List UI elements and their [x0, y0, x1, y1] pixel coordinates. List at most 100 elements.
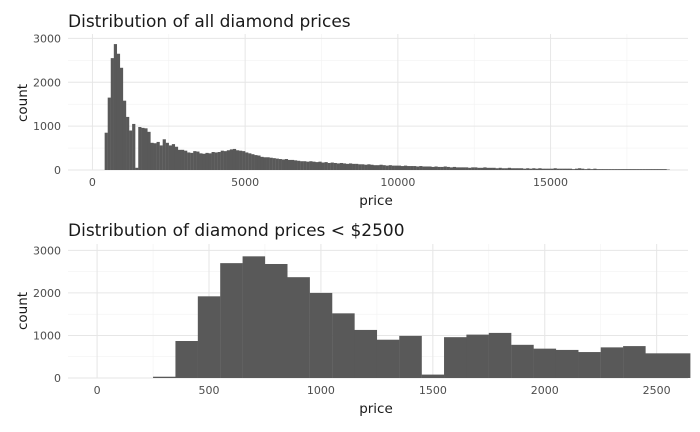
histogram-bar	[229, 149, 234, 170]
histogram-bar	[407, 166, 411, 170]
histogram-bar	[639, 169, 643, 170]
histogram-bar	[541, 168, 545, 170]
histogram-bar	[532, 168, 536, 170]
histogram-bar	[648, 169, 652, 170]
histogram-bar	[636, 169, 640, 170]
histogram-bar	[269, 157, 273, 170]
histogram-bar	[431, 166, 435, 170]
histogram-bar	[498, 167, 502, 170]
panel-prices-under-2500: Distribution of diamond prices < $2500 0…	[15, 221, 691, 417]
x-tick-label: 5000	[231, 176, 259, 189]
histogram-bar	[159, 145, 163, 170]
histogram-bar	[162, 139, 166, 170]
histogram-bar	[107, 97, 111, 170]
histogram-bar	[468, 167, 472, 170]
histogram-bar	[129, 130, 133, 170]
histogram-bar	[511, 344, 534, 378]
histogram-bar	[138, 127, 142, 170]
histogram-bar	[226, 150, 231, 170]
histogram-bar	[421, 374, 445, 378]
histogram-bar	[110, 58, 114, 171]
histogram-bar	[251, 154, 255, 170]
histogram-bar	[492, 167, 496, 170]
histogram-bar	[290, 159, 295, 170]
histogram-bar	[574, 168, 579, 170]
histogram-bar	[272, 158, 276, 170]
histogram-bar	[242, 151, 246, 170]
histogram-bar	[294, 160, 298, 170]
histogram-bar	[526, 168, 530, 170]
histogram-bar	[345, 163, 350, 170]
histogram-bar	[348, 163, 353, 170]
y-tick-labels: 0 1000 2000 3000	[33, 244, 61, 385]
x-tick-label: 15000	[533, 176, 568, 189]
histogram-bar	[578, 168, 582, 170]
histogram-bar	[211, 152, 215, 170]
histogram-bar	[113, 44, 118, 170]
histogram-bar	[474, 167, 478, 170]
histogram-bar	[458, 167, 463, 170]
histogram-bar	[126, 116, 130, 170]
histogram-bar	[596, 169, 600, 170]
histogram-bar	[556, 168, 560, 170]
histogram-bar	[486, 167, 490, 170]
histogram-bar	[516, 168, 521, 170]
histogram-bar	[245, 152, 249, 170]
histogram-bar	[602, 169, 606, 170]
histogram-bar	[355, 163, 359, 170]
histogram-bar	[434, 166, 438, 170]
y-tick-label: 1000	[33, 329, 61, 342]
histogram-bar	[495, 168, 499, 170]
histogram-bar	[419, 166, 423, 170]
histogram-bar	[333, 162, 337, 170]
histogram-bar	[538, 168, 542, 170]
y-tick-labels: 0 1000 2000 3000	[33, 32, 61, 177]
x-tick-label: 1000	[307, 384, 335, 397]
x-tick-labels: 0 500 1000 1500 2000 2500	[94, 384, 671, 397]
histogram-bar	[324, 162, 328, 170]
histogram-bar	[440, 166, 444, 170]
histogram-bar	[264, 263, 288, 378]
histogram-bar	[199, 153, 203, 170]
histogram-bar	[156, 141, 160, 170]
histogram-bar	[327, 162, 331, 170]
histogram-bar	[529, 168, 533, 170]
histogram-bar	[184, 150, 188, 170]
histogram-bar	[489, 167, 493, 170]
histogram-bars	[104, 44, 670, 171]
histogram-bar	[144, 128, 148, 170]
histogram-bar	[332, 313, 355, 378]
y-tick-label: 3000	[33, 32, 61, 45]
histogram-bar	[620, 169, 625, 170]
histogram-bar	[388, 165, 392, 170]
chart-title: Distribution of diamond prices < $2500	[68, 221, 405, 241]
histogram-bar	[354, 329, 378, 378]
histogram-bar	[504, 168, 508, 170]
histogram-bar	[373, 165, 377, 170]
histogram-bar	[202, 153, 206, 170]
histogram-bar	[623, 169, 628, 170]
histogram-bar	[309, 161, 313, 170]
histogram-bar	[553, 168, 557, 170]
histogram-bar	[297, 160, 301, 170]
x-axis-label: price	[359, 401, 393, 417]
histogram-bar	[165, 142, 169, 170]
histogram-bar	[321, 162, 325, 170]
histogram-bar	[590, 169, 594, 170]
histogram-bar	[361, 164, 365, 170]
histogram-bar	[565, 168, 570, 170]
histogram-bar	[568, 168, 573, 170]
histogram-bar	[248, 153, 252, 170]
histogram-bar	[364, 164, 368, 170]
histogram-bar	[132, 123, 136, 170]
histogram-bar	[352, 163, 356, 170]
histogram-bar	[168, 145, 172, 170]
x-tick-label: 10000	[380, 176, 415, 189]
histogram-bar	[287, 277, 310, 378]
histogram-bar	[422, 166, 426, 170]
histogram-bar	[562, 168, 566, 170]
histogram-bar	[339, 162, 344, 170]
histogram-bar	[471, 167, 475, 170]
histogram-bar	[391, 165, 395, 170]
